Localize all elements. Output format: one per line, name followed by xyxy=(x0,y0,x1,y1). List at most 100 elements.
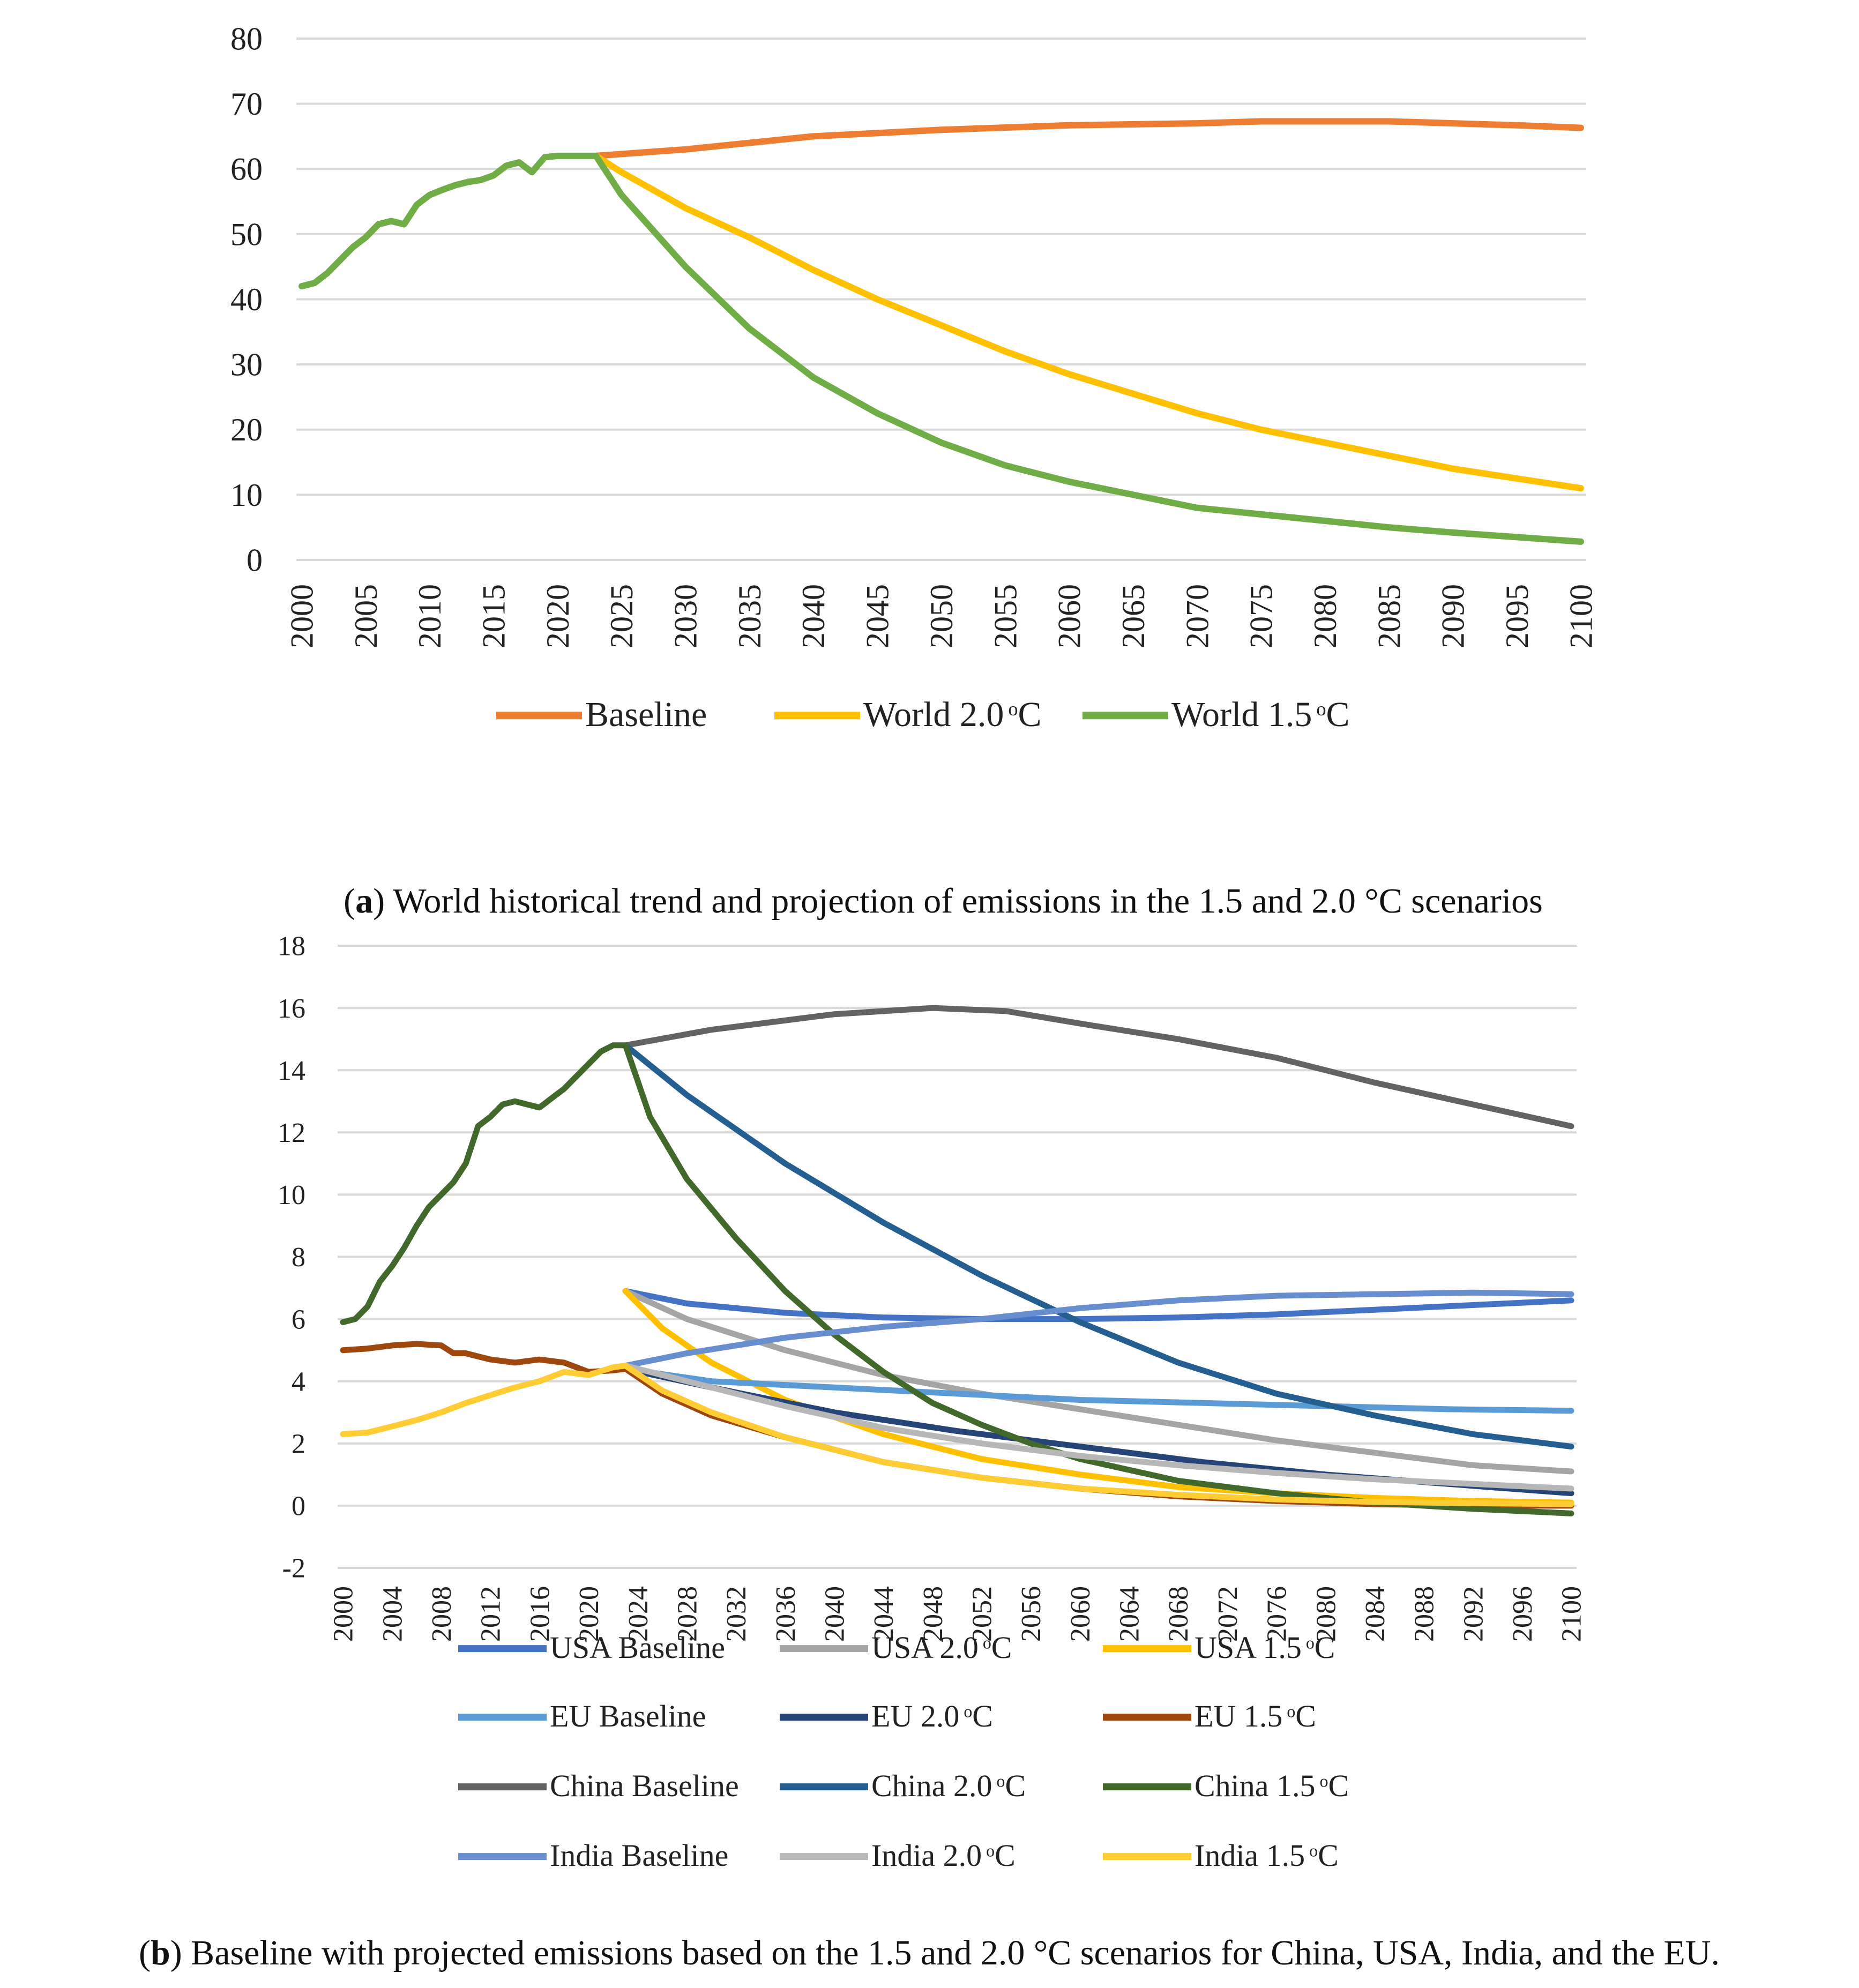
legend-item: China 1.5 oC xyxy=(1103,1768,1349,1803)
series-line-world-1-5-c xyxy=(298,152,1584,545)
series-line-world-2-0-c xyxy=(593,152,1584,492)
y-tick-label: 8 xyxy=(292,1242,305,1273)
y-tick-label: 50 xyxy=(230,216,263,252)
chart-b-y-tick-labels: -2 0 2 4 6 8 10 12 14 16 18 xyxy=(278,931,305,1584)
legend-label: India 2.0 oC xyxy=(871,1838,1016,1873)
series-line-eu-baseline xyxy=(622,1366,1574,1414)
x-tick-label: 2092 xyxy=(1458,1586,1489,1642)
series-line-china-baseline xyxy=(622,1005,1574,1130)
y-tick-label: 0 xyxy=(292,1491,305,1522)
x-tick-label: 2028 xyxy=(672,1586,703,1642)
x-tick-label: 2068 xyxy=(1163,1586,1194,1642)
x-tick-label: 2084 xyxy=(1360,1586,1391,1642)
legend-label: USA 2.0 oC xyxy=(871,1630,1012,1665)
y-tick-label: 40 xyxy=(230,282,263,317)
y-tick-label: 18 xyxy=(278,931,305,962)
series-line-baseline xyxy=(593,118,1584,159)
legend-label: World 2.0 oC xyxy=(863,695,1042,734)
legend-label: USA 1.5 oC xyxy=(1194,1630,1335,1665)
series-line-india-2-0-c xyxy=(622,1363,1574,1492)
y-tick-label: 20 xyxy=(230,412,263,447)
y-tick-label: 70 xyxy=(230,86,263,122)
y-tick-label: 4 xyxy=(292,1366,305,1397)
x-tick-label: 2024 xyxy=(623,1586,654,1642)
x-tick-label: 2036 xyxy=(771,1586,801,1642)
legend-label: China 1.5 oC xyxy=(1194,1768,1349,1803)
x-tick-label: 2004 xyxy=(377,1586,408,1642)
x-tick-label: 2035 xyxy=(732,584,767,648)
legend-item: World 1.5 oC xyxy=(1082,695,1350,734)
x-tick-label: 2030 xyxy=(668,584,704,648)
x-tick-label: 2085 xyxy=(1371,584,1407,648)
x-tick-label: 2020 xyxy=(574,1586,604,1642)
x-tick-label: 2100 xyxy=(1563,584,1599,648)
series-line-china-1-5-c xyxy=(340,1042,1574,1516)
x-tick-label: 2025 xyxy=(604,584,639,648)
x-tick-label: 2060 xyxy=(1052,584,1087,648)
x-tick-label: 2090 xyxy=(1436,584,1471,648)
x-tick-label: 2070 xyxy=(1179,584,1215,648)
chart-b-caption: (b) Baseline with projected emissions ba… xyxy=(139,1933,1720,1972)
legend-item: Baseline xyxy=(496,695,707,734)
x-tick-label: 2040 xyxy=(796,584,831,648)
chart-a-series-lines xyxy=(298,118,1584,545)
chart-b-x-tick-labels: 2000 2004 2008 2012 2016 2020 2024 2028 2032 2036… xyxy=(329,1586,1587,1642)
x-tick-label: 2076 xyxy=(1262,1586,1293,1642)
legend-label: USA Baseline xyxy=(550,1630,725,1665)
x-tick-label: 2095 xyxy=(1499,584,1535,648)
x-tick-label: 2065 xyxy=(1116,584,1151,648)
legend-item: China 2.0 oC xyxy=(780,1768,1026,1803)
x-tick-label: 2008 xyxy=(427,1586,457,1642)
x-tick-label: 2088 xyxy=(1409,1586,1440,1642)
x-tick-label: 2064 xyxy=(1115,1586,1145,1642)
y-tick-label: 14 xyxy=(278,1056,305,1086)
x-tick-label: 2045 xyxy=(860,584,895,648)
chart-a-caption: (a) World historical trend and projectio… xyxy=(344,881,1543,921)
chart-a-x-tick-labels: 2000 2005 2010 2015 2020 2025 2030 2035 2040 2045… xyxy=(284,584,1599,648)
series-line-usa-1-5-c xyxy=(622,1288,1574,1506)
y-tick-label: -2 xyxy=(282,1553,305,1584)
y-tick-label: 6 xyxy=(292,1304,305,1335)
chart-a-y-tick-labels: 0 10 20 30 40 50 60 70 80 xyxy=(230,21,263,578)
legend-item: EU 2.0 oC xyxy=(780,1699,993,1733)
x-tick-label: 2096 xyxy=(1507,1586,1538,1642)
x-tick-label: 2020 xyxy=(540,584,576,648)
x-tick-label: 2010 xyxy=(412,584,447,648)
legend-item: China Baseline xyxy=(458,1768,739,1803)
legend-item: USA 1.5 oC xyxy=(1103,1630,1335,1665)
y-tick-label: 12 xyxy=(278,1118,305,1148)
y-tick-label: 16 xyxy=(278,993,305,1024)
y-tick-label: 30 xyxy=(230,347,263,383)
legend-item: EU Baseline xyxy=(458,1699,706,1733)
x-tick-label: 2080 xyxy=(1311,1586,1341,1642)
legend-label: India Baseline xyxy=(550,1838,728,1873)
x-tick-label: 2016 xyxy=(525,1586,555,1642)
series-line-india-1-5-c xyxy=(340,1363,1574,1507)
chart-a-legend: Baseline World 2.0 oC World 1.5 oC xyxy=(496,695,1350,734)
y-tick-label: 60 xyxy=(230,152,263,187)
legend-item: EU 1.5 oC xyxy=(1103,1699,1316,1733)
x-tick-label: 2000 xyxy=(284,584,319,648)
y-tick-label: 0 xyxy=(247,542,263,578)
x-tick-label: 2005 xyxy=(348,584,384,648)
y-tick-label: 80 xyxy=(230,21,263,56)
series-line-usa-2-0-c xyxy=(622,1288,1574,1475)
x-tick-label: 2055 xyxy=(988,584,1023,648)
x-tick-label: 2075 xyxy=(1244,584,1279,648)
x-tick-label: 2040 xyxy=(819,1586,850,1642)
legend-item: USA Baseline xyxy=(458,1630,725,1665)
x-tick-label: 2056 xyxy=(1016,1586,1047,1642)
series-line-china-2-0-c xyxy=(622,1042,1574,1450)
legend-item: India 2.0 oC xyxy=(780,1838,1016,1873)
chart-b-legend: USA Baseline USA 2.0 oC USA 1.5 oC EU Baselin… xyxy=(458,1630,1349,1873)
x-tick-label: 2052 xyxy=(967,1586,998,1642)
x-tick-label: 2050 xyxy=(924,584,959,648)
legend-label: China Baseline xyxy=(550,1768,739,1803)
legend-label: EU 2.0 oC xyxy=(871,1699,993,1733)
chart-a-gridlines xyxy=(296,38,1586,561)
x-tick-label: 2012 xyxy=(476,1586,506,1642)
x-tick-label: 2015 xyxy=(476,584,511,648)
x-tick-label: 2100 xyxy=(1557,1586,1587,1642)
